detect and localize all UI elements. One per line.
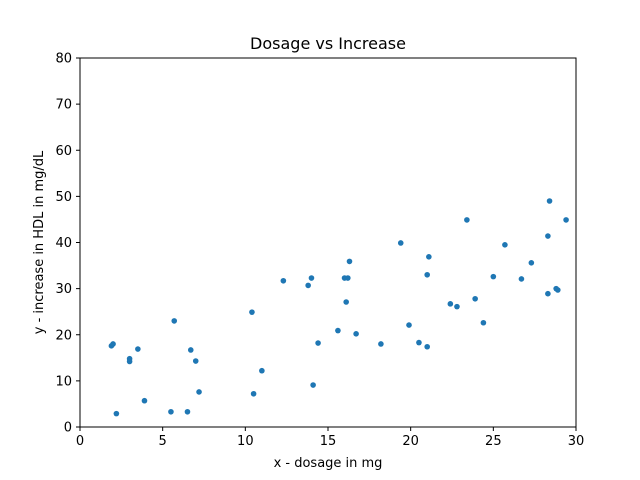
data-point (280, 277, 287, 284)
data-point (353, 331, 359, 337)
y-tick-label: 30 (55, 282, 72, 297)
data-points (108, 198, 569, 417)
data-point (192, 358, 199, 364)
data-point (110, 341, 116, 347)
data-point (502, 242, 508, 248)
y-tick-label: 80 (55, 52, 72, 67)
data-point (184, 408, 191, 415)
x-tick-label: 0 (76, 434, 84, 449)
data-point (308, 275, 315, 281)
data-point (259, 367, 265, 374)
y-tick-label: 50 (55, 190, 72, 205)
data-point (168, 408, 174, 415)
data-point (528, 259, 535, 266)
data-point (416, 339, 422, 346)
data-point (310, 382, 316, 388)
data-point (250, 390, 257, 397)
data-point (113, 410, 120, 417)
data-point (545, 233, 551, 239)
data-point (472, 295, 478, 302)
data-point (315, 340, 321, 346)
data-point (518, 276, 525, 282)
x-axis-ticks: 0 5 10 15 20 25 30 (76, 427, 584, 449)
data-point (545, 290, 551, 297)
data-point (454, 303, 460, 310)
data-point (424, 271, 431, 278)
data-point (345, 275, 351, 281)
x-tick-label: 30 (568, 434, 585, 449)
data-point (546, 198, 553, 204)
data-point (447, 301, 454, 307)
data-point (464, 217, 470, 223)
data-point (305, 282, 311, 289)
data-point (563, 217, 569, 223)
data-point (480, 319, 487, 326)
x-tick-label: 20 (402, 434, 419, 449)
data-point (378, 341, 384, 347)
data-point (141, 397, 148, 404)
data-point (426, 253, 432, 260)
data-point (249, 309, 255, 315)
data-point (346, 258, 353, 265)
x-tick-label: 5 (159, 434, 167, 449)
data-point (171, 318, 178, 324)
y-axis-label: y - increase in HDL in mg/dL (32, 150, 47, 334)
y-tick-label: 70 (55, 98, 72, 113)
data-point (424, 343, 431, 350)
x-tick-label: 25 (485, 434, 502, 449)
data-point (126, 355, 133, 362)
x-axis-label: x - dosage in mg (274, 456, 383, 471)
data-point (135, 346, 141, 352)
data-point (187, 347, 194, 353)
y-tick-label: 60 (55, 144, 72, 159)
data-point (335, 327, 341, 334)
data-point (406, 322, 412, 328)
data-point (196, 389, 202, 395)
y-axis-ticks: 0 10 20 30 40 50 60 70 80 (55, 52, 80, 436)
data-point (490, 273, 497, 280)
y-tick-label: 0 (64, 421, 72, 436)
x-tick-label: 10 (237, 434, 254, 449)
y-tick-label: 10 (55, 374, 72, 389)
data-point (343, 299, 349, 305)
y-tick-label: 20 (55, 328, 72, 343)
x-tick-label: 15 (320, 434, 337, 449)
chart-title: Dosage vs Increase (250, 34, 406, 53)
data-point (555, 287, 561, 293)
plot-area (80, 58, 576, 427)
y-tick-label: 40 (55, 236, 72, 251)
data-point (397, 240, 404, 246)
